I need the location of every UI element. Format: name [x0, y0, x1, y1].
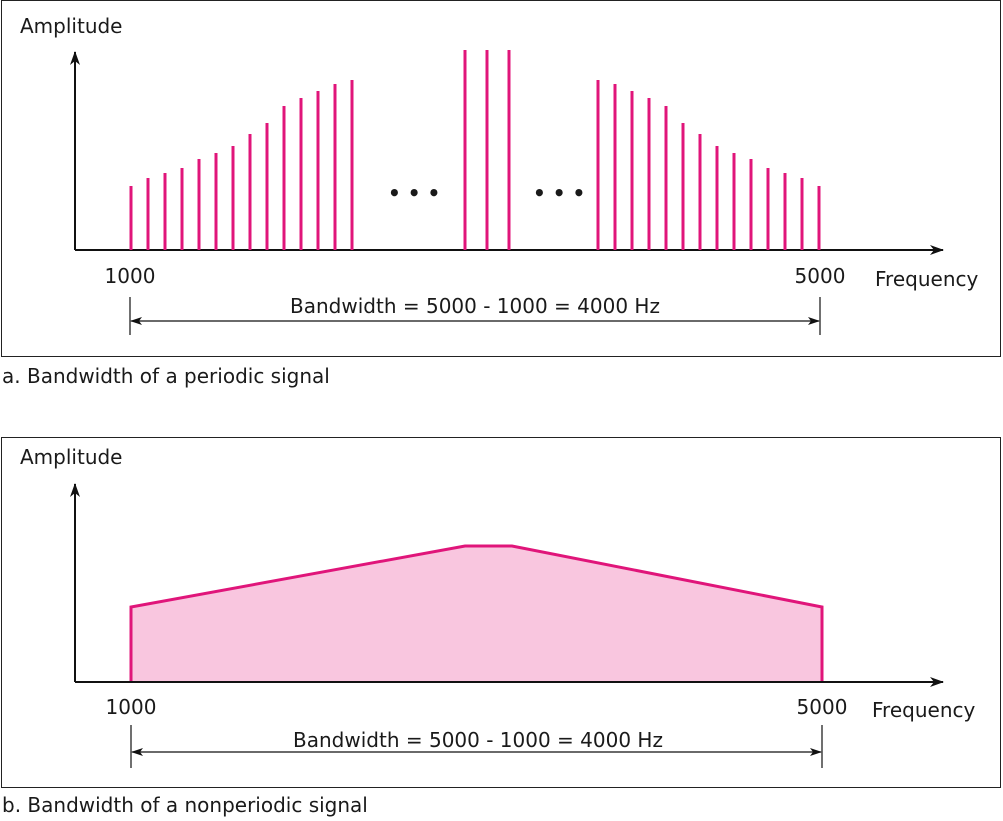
- ellipsis-left: • • •: [388, 181, 440, 205]
- spectrum-fill: [131, 546, 822, 681]
- frequency-axis-label-b: Frequency: [872, 698, 975, 722]
- caption-periodic: a. Bandwidth of a periodic signal: [2, 364, 330, 388]
- tick-label-5000-b: 5000: [797, 695, 848, 719]
- frequency-axis-label-a: Frequency: [875, 267, 978, 291]
- amplitude-axis-label-b: Amplitude: [20, 445, 123, 469]
- periodic-signal-panel: [1, 0, 1001, 357]
- tick-label-5000-a: 5000: [795, 264, 846, 288]
- nonperiodic-signal-panel: [1, 437, 1001, 788]
- bandwidth-label-a: Bandwidth = 5000 - 1000 = 4000 Hz: [290, 294, 660, 318]
- tick-label-1000-a: 1000: [105, 264, 156, 288]
- spectrum-outline: [129, 544, 824, 681]
- spectral-lines-group: [129, 50, 821, 250]
- caption-nonperiodic: b. Bandwidth of a nonperiodic signal: [2, 793, 368, 817]
- ellipsis-right: • • •: [533, 181, 585, 205]
- amplitude-axis-label-a: Amplitude: [20, 14, 123, 38]
- bandwidth-label-b: Bandwidth = 5000 - 1000 = 4000 Hz: [293, 728, 663, 752]
- tick-label-1000-b: 1000: [106, 695, 157, 719]
